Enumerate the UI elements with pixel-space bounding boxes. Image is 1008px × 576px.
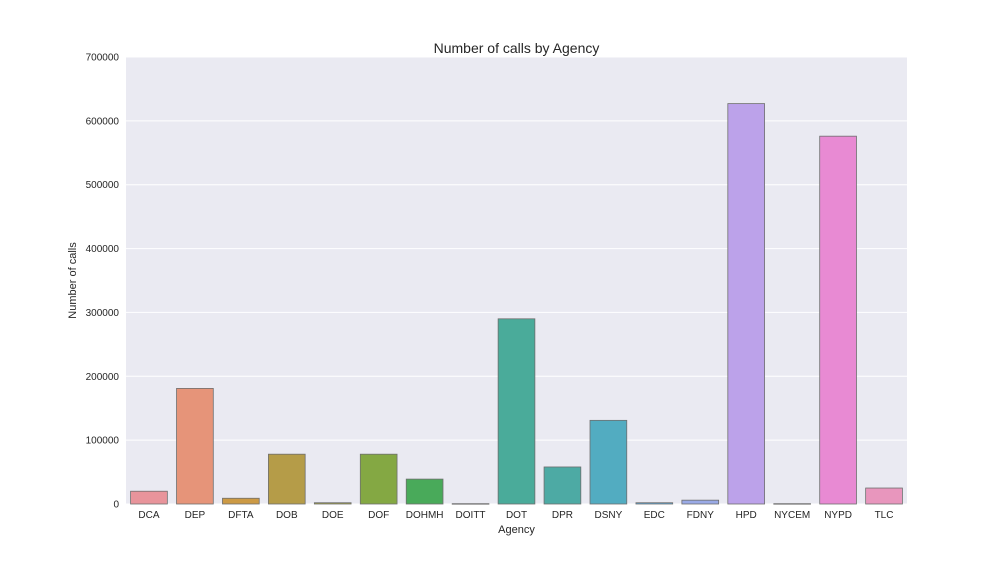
bar-dof — [359, 453, 398, 505]
x-tick-label: DOHMH — [406, 510, 444, 521]
x-tick-label: NYPD — [824, 510, 852, 521]
x-tick-label: FDNY — [687, 510, 715, 521]
bar-dsny — [589, 419, 628, 505]
x-tick-label: DOITT — [456, 510, 486, 521]
x-tick-label: DOT — [506, 510, 527, 521]
bar-doitt — [451, 503, 490, 505]
x-tick-label: DOB — [276, 510, 298, 521]
x-tick-label: DPR — [552, 510, 573, 521]
y-tick-label: 700000 — [86, 53, 120, 64]
x-tick-label: DCA — [138, 510, 159, 521]
x-axis-label: Agency — [498, 524, 535, 536]
bar-dpr — [543, 466, 582, 505]
x-tick-label: DEP — [185, 510, 206, 521]
x-tick-label: DSNY — [594, 510, 622, 521]
bar-nypd — [819, 135, 857, 505]
bar-dep — [176, 388, 214, 505]
chart-title: Number of calls by Agency — [434, 40, 600, 56]
y-tick-label: 200000 — [86, 372, 120, 383]
x-axis-ticks: DCA DEP DFTA DOB DOE DOF DOHMH DOITT DOT DPR DSNY E… — [138, 510, 893, 521]
bar-dohmh — [405, 478, 444, 505]
bar-doe — [313, 502, 352, 505]
bar-dca — [130, 490, 168, 505]
bar-dot — [497, 318, 536, 505]
bar-nycem — [773, 503, 811, 505]
bar-tlc — [865, 487, 903, 505]
bars — [130, 103, 903, 505]
x-tick-label: NYCEM — [774, 510, 810, 521]
y-tick-label: 500000 — [86, 180, 120, 191]
y-tick-label: 100000 — [86, 436, 120, 447]
y-tick-label: 400000 — [86, 244, 120, 255]
y-axis-label: Number of calls — [67, 242, 79, 319]
bar-dob — [268, 453, 306, 505]
y-tick-label: 0 — [113, 500, 119, 511]
x-tick-label: DOF — [368, 510, 389, 521]
x-tick-label: HPD — [736, 510, 757, 521]
y-tick-label: 300000 — [86, 308, 120, 319]
x-tick-label: DOE — [322, 510, 344, 521]
y-axis-ticks: 0 100000 200000 300000 400000 500000 600000 700… — [86, 53, 120, 511]
bar-hpd — [727, 103, 765, 505]
x-tick-label: DFTA — [228, 510, 254, 521]
x-tick-label: EDC — [644, 510, 665, 521]
y-tick-label: 600000 — [86, 116, 120, 127]
x-tick-label: TLC — [875, 510, 894, 521]
bar-dfta — [222, 497, 260, 505]
bar-edc — [635, 502, 674, 505]
bar-fdny — [681, 499, 720, 505]
